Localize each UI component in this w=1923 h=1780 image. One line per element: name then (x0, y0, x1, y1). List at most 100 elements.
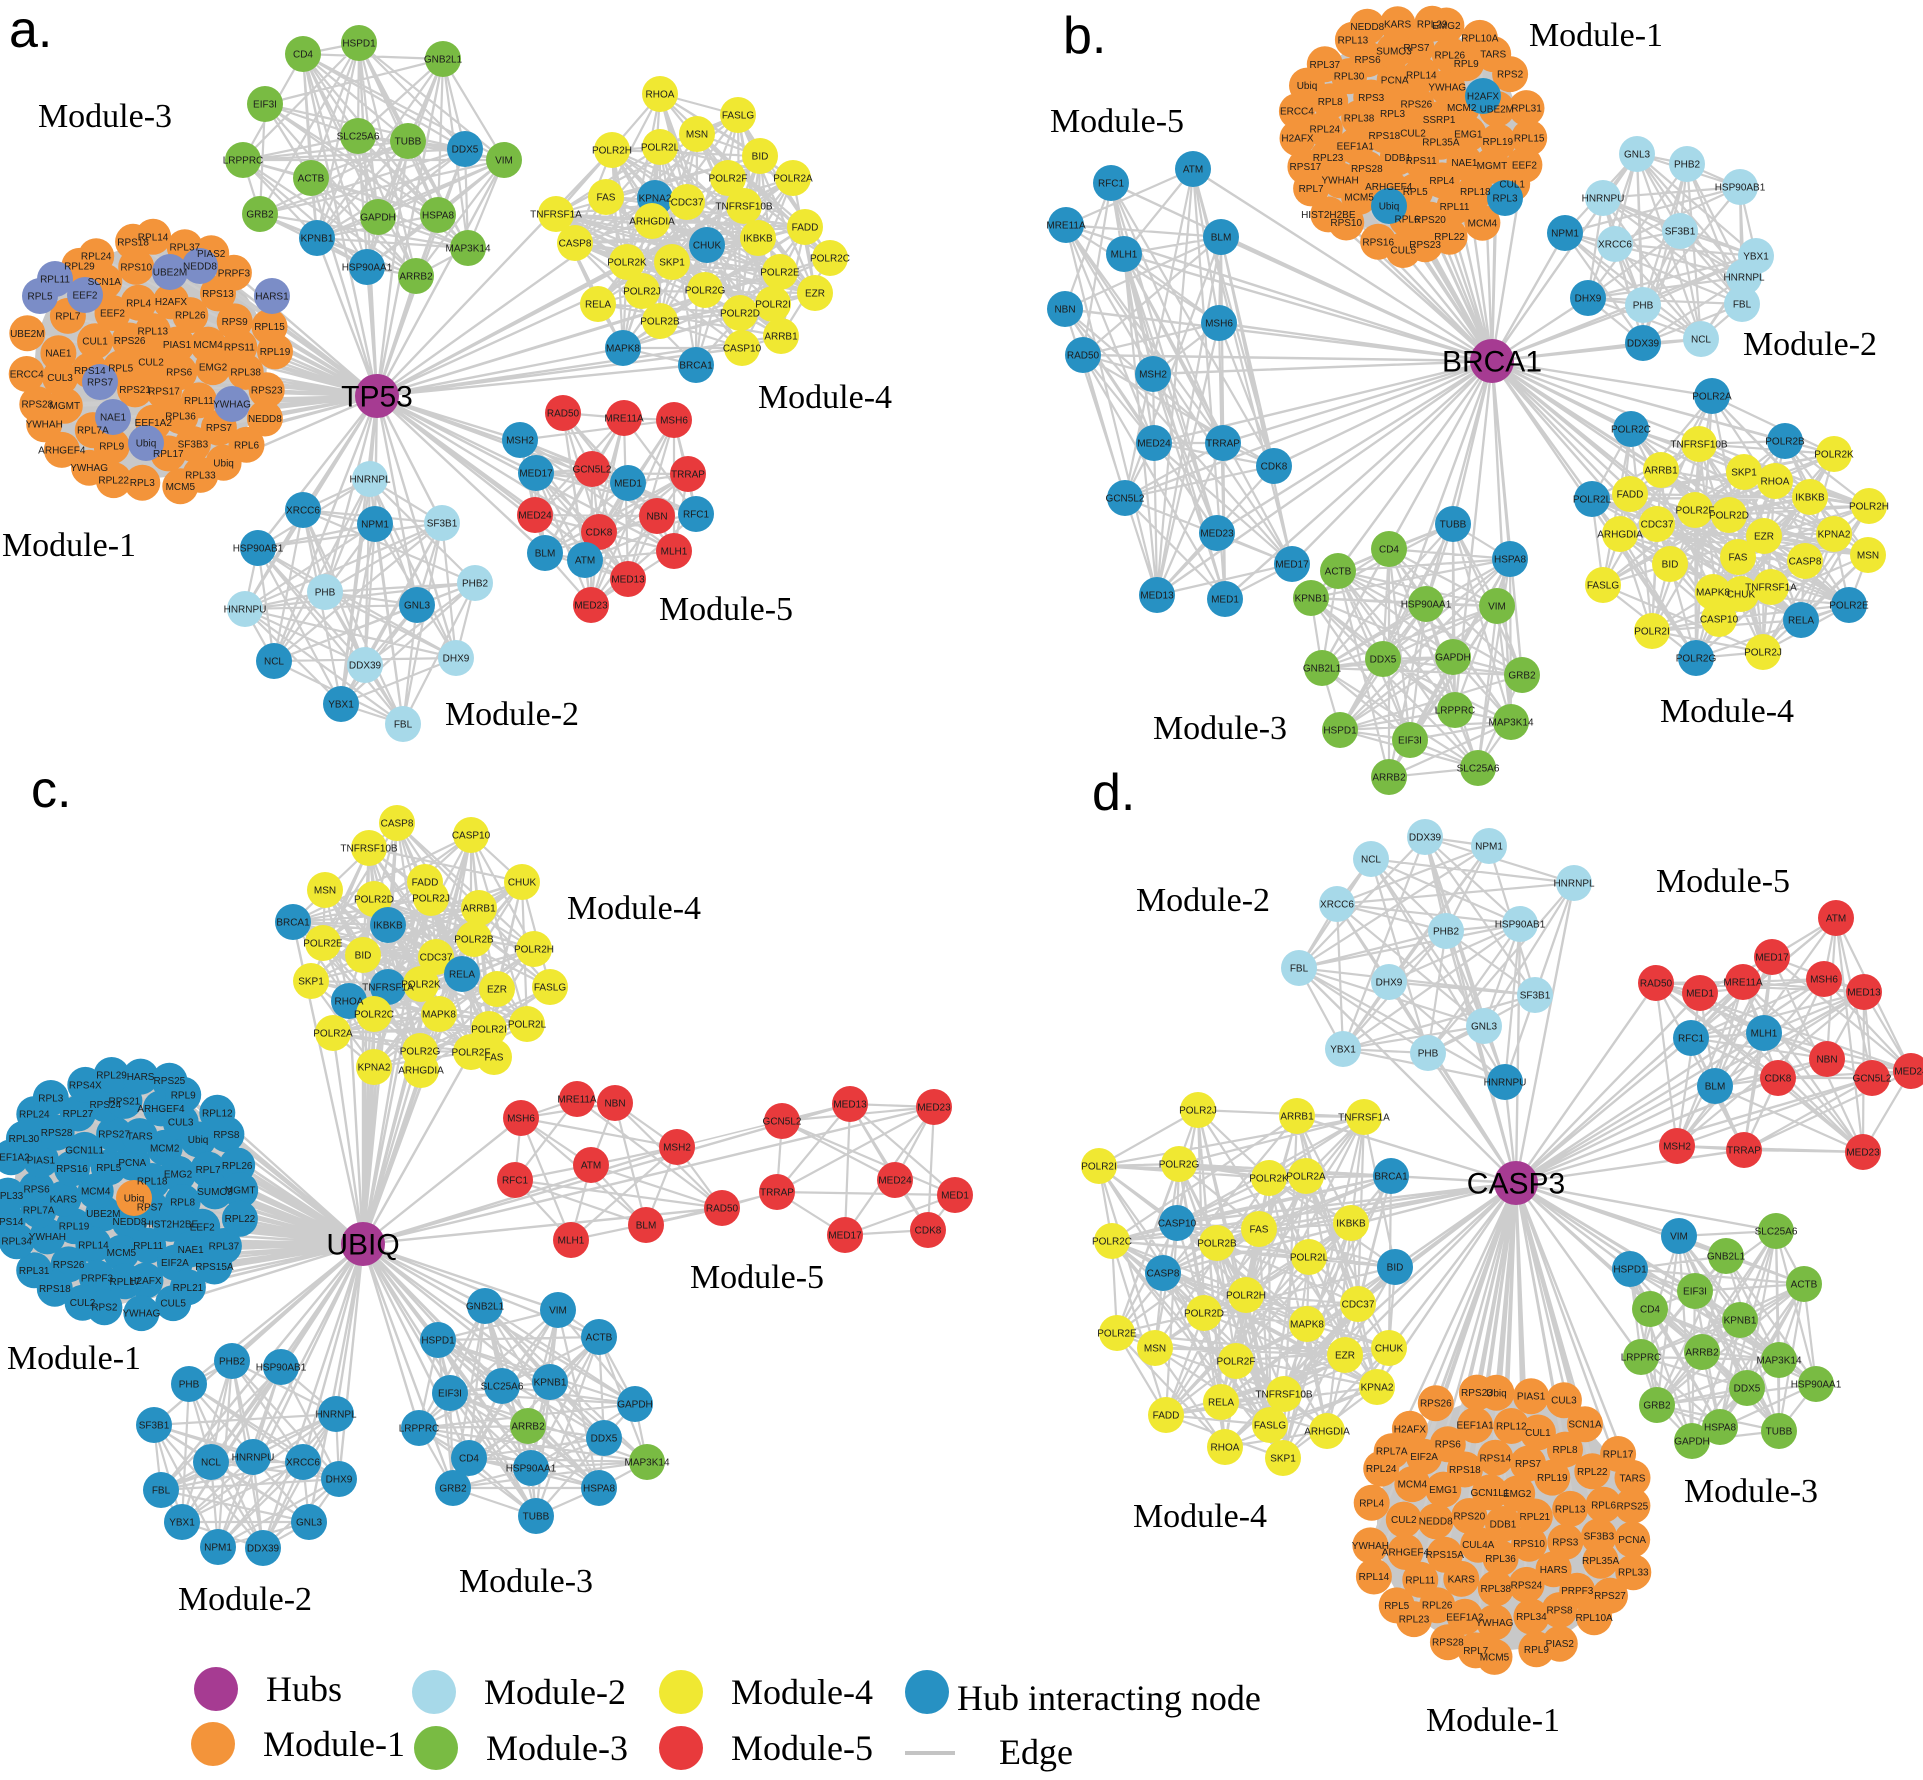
svg-text:MAP3K14: MAP3K14 (445, 244, 490, 255)
svg-text:HSP90AB1: HSP90AB1 (256, 1363, 307, 1374)
svg-text:ARRB1: ARRB1 (462, 904, 496, 915)
svg-text:ARHGEF4: ARHGEF4 (1365, 182, 1413, 193)
svg-text:YBX1: YBX1 (1743, 252, 1769, 263)
svg-text:RPL24: RPL24 (81, 252, 112, 263)
svg-text:HARS1: HARS1 (255, 292, 289, 303)
svg-text:MAPK8: MAPK8 (1696, 588, 1730, 599)
svg-text:FAS: FAS (485, 1053, 504, 1064)
svg-text:EIF2A: EIF2A (161, 1258, 189, 1269)
svg-text:RPL7A: RPL7A (23, 1206, 55, 1217)
svg-text:MAP3K14: MAP3K14 (1488, 718, 1533, 729)
svg-text:NEDD8: NEDD8 (1350, 22, 1384, 33)
svg-text:ARHGDIA: ARHGDIA (629, 217, 675, 228)
svg-text:RPL4: RPL4 (1359, 1498, 1384, 1509)
svg-text:RPL17: RPL17 (1603, 1450, 1634, 1461)
svg-text:POLR2D: POLR2D (354, 895, 394, 906)
svg-text:RPL3: RPL3 (1380, 109, 1405, 120)
svg-text:RPL5: RPL5 (108, 364, 133, 375)
svg-text:EMG1: EMG1 (1454, 129, 1483, 140)
svg-text:XRCC6: XRCC6 (1598, 240, 1632, 251)
svg-text:POLR2C: POLR2C (354, 1010, 394, 1021)
svg-text:ARRB2: ARRB2 (1685, 1348, 1719, 1359)
svg-text:POLR2A: POLR2A (773, 174, 813, 185)
svg-text:MRE11A: MRE11A (604, 414, 644, 425)
svg-text:RPS17: RPS17 (148, 387, 180, 398)
svg-text:a.: a. (9, 1, 52, 59)
svg-text:MSH6: MSH6 (507, 1114, 535, 1125)
svg-text:RPL18: RPL18 (1460, 187, 1491, 198)
svg-text:RPL36: RPL36 (165, 412, 196, 423)
svg-text:H2AFX: H2AFX (129, 1276, 162, 1287)
svg-text:HARS: HARS (1540, 1565, 1568, 1576)
svg-text:DHX9: DHX9 (326, 1475, 353, 1486)
svg-text:CASP3: CASP3 (1467, 1168, 1565, 1201)
svg-text:RPL9: RPL9 (1524, 1645, 1549, 1656)
svg-text:RPL6: RPL6 (234, 440, 259, 451)
svg-text:DDB1: DDB1 (1384, 153, 1411, 164)
svg-text:KPNB1: KPNB1 (1724, 1316, 1757, 1327)
svg-text:YWHAH: YWHAH (1352, 1541, 1389, 1552)
svg-text:MLH1: MLH1 (1751, 1029, 1778, 1040)
svg-text:RPS28: RPS28 (21, 400, 53, 411)
svg-text:Module-2: Module-2 (1743, 326, 1877, 363)
svg-text:FASLG: FASLG (1587, 581, 1619, 592)
svg-text:CASP10: CASP10 (1158, 1219, 1197, 1230)
svg-text:POLR2F: POLR2F (1676, 506, 1715, 517)
svg-text:POLR2H: POLR2H (1849, 502, 1889, 513)
svg-text:RPS25: RPS25 (154, 1076, 186, 1087)
svg-text:MED23: MED23 (917, 1103, 951, 1114)
svg-text:RPL17: RPL17 (153, 449, 184, 460)
svg-text:POLR2C: POLR2C (1092, 1237, 1132, 1248)
svg-text:TNFRSF1A: TNFRSF1A (1338, 1113, 1390, 1124)
svg-text:MCM2: MCM2 (150, 1143, 180, 1154)
svg-text:H2AFX: H2AFX (1281, 134, 1314, 145)
svg-text:Ubiq: Ubiq (1486, 1388, 1507, 1399)
svg-text:EEF1A2: EEF1A2 (135, 418, 173, 429)
svg-text:GNL3: GNL3 (296, 1518, 323, 1529)
svg-text:NCL: NCL (1361, 855, 1381, 866)
svg-text:GRB2: GRB2 (1643, 1401, 1671, 1412)
svg-text:GNB2L1: GNB2L1 (466, 1302, 505, 1313)
svg-text:MED23: MED23 (1200, 529, 1234, 540)
svg-text:VIM: VIM (549, 1306, 567, 1317)
svg-text:RPL14: RPL14 (1359, 1572, 1390, 1583)
svg-text:TARS: TARS (1480, 50, 1506, 61)
svg-text:RPL26: RPL26 (1422, 1601, 1453, 1612)
svg-text:MLH1: MLH1 (661, 547, 688, 558)
svg-text:YWHAG: YWHAG (1428, 83, 1466, 94)
svg-text:RPL12: RPL12 (1496, 1422, 1527, 1433)
svg-text:NEDD8: NEDD8 (113, 1217, 147, 1228)
svg-text:RFC1: RFC1 (683, 510, 710, 521)
svg-text:PCNA: PCNA (1381, 75, 1409, 86)
svg-text:RPS8: RPS8 (213, 1130, 240, 1141)
svg-text:GCN5L2: GCN5L2 (1853, 1074, 1892, 1085)
svg-text:RPL7: RPL7 (1299, 184, 1324, 195)
svg-text:Module-5: Module-5 (1050, 103, 1184, 140)
svg-text:MED13: MED13 (611, 575, 645, 586)
svg-text:RPS16: RPS16 (1362, 237, 1394, 248)
svg-text:UBE2M: UBE2M (153, 268, 187, 279)
svg-text:CD4: CD4 (459, 1454, 479, 1465)
svg-text:HNRNPL: HNRNPL (1723, 273, 1765, 284)
svg-text:Module-3: Module-3 (38, 98, 172, 135)
svg-text:RPL24: RPL24 (1366, 1464, 1397, 1475)
svg-text:CUL3: CUL3 (1551, 1396, 1577, 1407)
svg-text:Module-4: Module-4 (1133, 1498, 1267, 1535)
svg-text:POLR2E: POLR2E (760, 268, 800, 279)
svg-text:Module-4: Module-4 (731, 1672, 873, 1712)
svg-text:EIF3I: EIF3I (1683, 1287, 1707, 1298)
svg-text:PIAS2: PIAS2 (197, 249, 226, 260)
svg-text:PHB2: PHB2 (1674, 160, 1701, 171)
svg-text:MED24: MED24 (878, 1176, 912, 1187)
svg-text:RPS10: RPS10 (120, 262, 152, 273)
svg-text:RPL14: RPL14 (1406, 70, 1437, 81)
svg-text:DDX39: DDX39 (349, 661, 382, 672)
svg-text:ATM: ATM (1183, 165, 1203, 176)
svg-text:GNL3: GNL3 (404, 601, 431, 612)
svg-text:TRRAP: TRRAP (760, 1188, 794, 1199)
svg-text:MSN: MSN (1144, 1344, 1166, 1355)
svg-text:ARRB1: ARRB1 (764, 332, 798, 343)
svg-text:RPL37: RPL37 (170, 243, 201, 254)
svg-text:RPL9: RPL9 (99, 442, 124, 453)
svg-text:RAD50: RAD50 (1067, 351, 1100, 362)
